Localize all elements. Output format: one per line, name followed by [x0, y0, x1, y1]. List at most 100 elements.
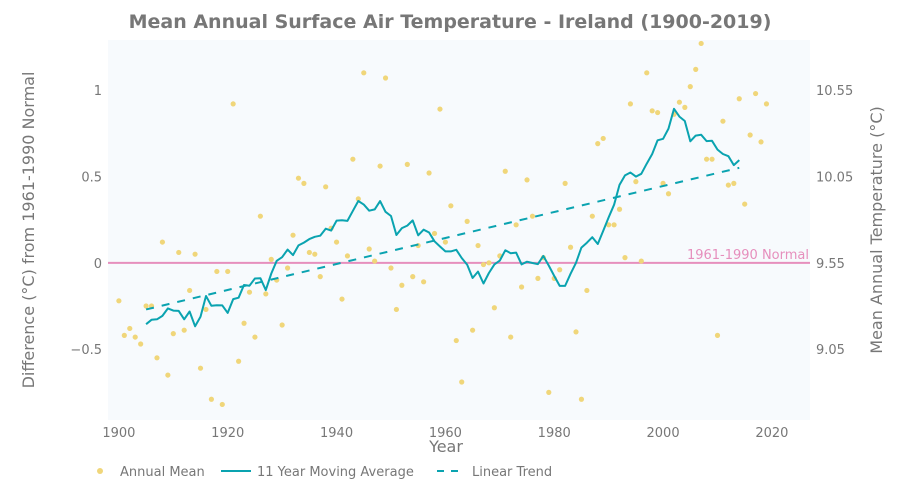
y2-axis-label: Mean Annual Temperature (°C): [867, 106, 886, 353]
annual-mean-point: [649, 108, 655, 114]
annual-mean-point: [687, 84, 693, 90]
legend-linear-trend-label[interactable]: Linear Trend: [472, 465, 552, 480]
y-tick-label: 0.5: [81, 170, 102, 185]
annual-mean-point: [306, 249, 312, 256]
legend-annual-mean-label[interactable]: Annual Mean: [120, 465, 205, 480]
annual-mean-point: [252, 334, 258, 340]
annual-mean-point: [562, 180, 568, 186]
annual-mean-point: [616, 206, 623, 212]
annual-mean-point: [453, 337, 459, 344]
annual-mean-point: [372, 258, 378, 264]
annual-mean-point: [704, 156, 710, 162]
y-tick-label: 1: [94, 84, 102, 99]
annual-mean-point: [197, 365, 204, 371]
annual-mean-point: [459, 379, 465, 385]
annual-mean-point: [491, 305, 497, 311]
annual-mean-point: [225, 268, 231, 275]
annual-mean-point: [752, 90, 759, 97]
annual-mean-point: [665, 191, 672, 197]
annual-mean-point: [529, 213, 536, 219]
annual-mean-point: [763, 101, 770, 107]
annual-mean-point: [214, 268, 220, 275]
annual-mean-point: [132, 334, 138, 340]
annual-mean-point: [355, 196, 361, 202]
annual-mean-point: [290, 232, 296, 238]
y2-tick-label: 9.55: [816, 257, 845, 272]
y-axis-label: Difference (°C) from 1961-1990 Normal: [19, 72, 38, 389]
annual-mean-point: [638, 258, 644, 264]
annual-mean-point: [502, 168, 508, 174]
annual-mean-point: [344, 253, 351, 259]
x-tick-label: 1960: [429, 426, 462, 441]
annual-mean-point: [404, 161, 410, 167]
annual-mean-point: [181, 327, 187, 333]
annual-mean-point: [736, 96, 742, 102]
annual-mean-point: [513, 222, 519, 228]
annual-mean-point: [693, 66, 699, 72]
annual-mean-point: [399, 282, 405, 288]
annual-mean-point: [143, 303, 149, 309]
annual-mean-point: [720, 118, 726, 124]
annual-mean-point: [236, 358, 242, 364]
y-tick-label: 0: [94, 257, 102, 272]
annual-mean-point: [682, 104, 688, 110]
annual-mean-point: [393, 306, 400, 313]
annual-mean-point: [698, 40, 704, 47]
annual-mean-point: [475, 242, 481, 249]
x-tick-label: 1900: [102, 426, 135, 441]
annual-mean-point: [627, 101, 634, 107]
y-tick-label: −0.5: [70, 343, 102, 358]
annual-mean-point: [203, 306, 209, 313]
x-axis-label: Year: [428, 437, 463, 456]
x-tick-label: 1980: [538, 426, 571, 441]
legend-moving-average-label[interactable]: 11 Year Moving Average: [257, 465, 414, 480]
annual-mean-point: [655, 109, 661, 116]
annual-mean-point: [448, 203, 454, 209]
annual-mean-point: [241, 320, 247, 326]
annual-mean-point: [192, 251, 198, 257]
annual-mean-point: [486, 260, 492, 266]
annual-mean-point: [121, 332, 127, 338]
annual-mean-point: [350, 156, 356, 162]
annual-mean-point: [333, 239, 340, 245]
annual-mean-point: [660, 180, 666, 186]
annual-mean-point: [219, 401, 225, 408]
plot-background: [108, 40, 810, 420]
annual-mean-point: [557, 267, 563, 273]
annual-mean-point: [622, 255, 628, 261]
annual-mean-point: [573, 329, 579, 335]
x-tick-label: 1940: [320, 426, 353, 441]
annual-mean-point: [535, 275, 541, 281]
annual-mean-point: [154, 355, 160, 361]
annual-mean-point: [138, 341, 144, 347]
annual-mean-point: [410, 274, 416, 280]
annual-mean-point: [382, 75, 389, 81]
annual-mean-point: [279, 322, 285, 328]
annual-mean-point: [263, 291, 269, 297]
annual-mean-point: [323, 184, 329, 190]
annual-mean-point: [633, 179, 639, 185]
annual-mean-point: [116, 298, 122, 304]
annual-mean-point: [731, 180, 737, 186]
annual-mean-point: [606, 222, 612, 228]
annual-mean-point: [508, 334, 514, 340]
annual-mean-point: [176, 249, 182, 256]
x-tick-label: 2000: [647, 426, 680, 441]
annual-mean-point: [312, 251, 318, 257]
annual-mean-point: [301, 180, 307, 186]
annual-mean-point: [758, 139, 764, 145]
annual-mean-point: [437, 106, 443, 112]
x-tick-label: 2020: [755, 426, 788, 441]
annual-mean-point: [165, 372, 171, 378]
annual-mean-point: [208, 396, 214, 402]
annual-mean-point: [295, 175, 302, 181]
annual-mean-point: [361, 70, 367, 76]
annual-mean-point: [611, 222, 617, 228]
x-tick-label: 1920: [211, 426, 244, 441]
y2-tick-label: 9.05: [816, 343, 845, 358]
annual-mean-point: [546, 389, 552, 395]
annual-mean-point: [268, 256, 274, 262]
y2-tick-label: 10.55: [816, 84, 853, 99]
annual-mean-point: [159, 239, 166, 245]
